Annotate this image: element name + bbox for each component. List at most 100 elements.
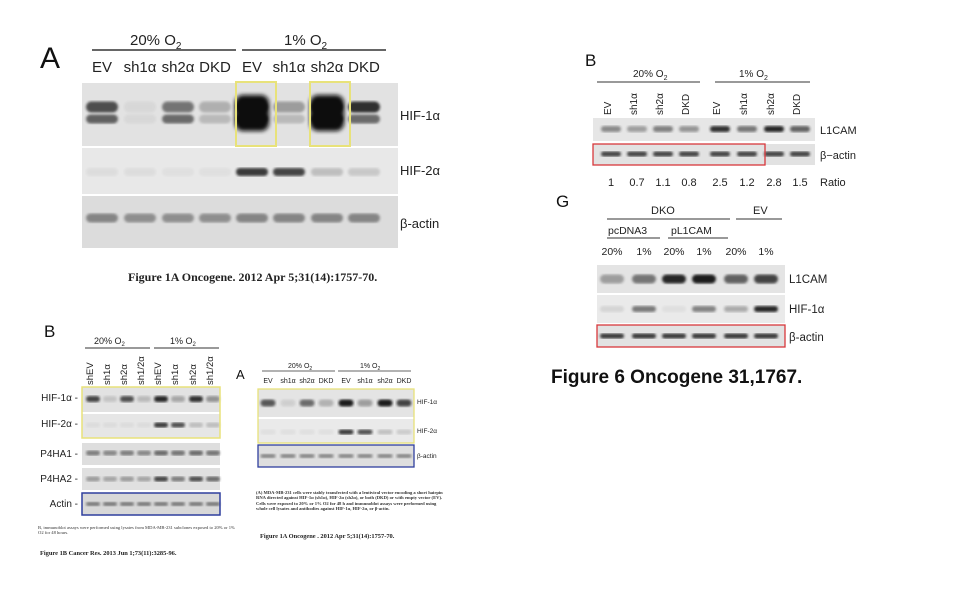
fig6g-band	[754, 306, 778, 312]
fig6b-band	[679, 126, 699, 132]
fig6b-band	[710, 126, 730, 132]
fig1b-row-label: HIF-2α -	[41, 419, 78, 430]
fig6g-band	[724, 306, 748, 312]
fig1b-band	[103, 396, 117, 402]
fig6b-band	[601, 126, 621, 132]
fig1a-small-highlight-hif	[257, 388, 415, 444]
fig6g-band	[662, 306, 686, 312]
fig6b-panel: B 20% O2 1% O2 EV sh1α sh2α DKD EV sh1α sh2α DK…	[575, 45, 875, 195]
fig1a-small-blot-actin	[258, 445, 414, 467]
fig1b-band	[189, 502, 203, 506]
fig1a-band	[348, 213, 380, 223]
fig6b-lane-label: EV	[712, 101, 723, 115]
fig1a-band-saturated	[235, 95, 269, 131]
fig1a-band	[273, 114, 305, 124]
fig6b-blot-actin	[593, 144, 815, 165]
fig1b-band	[137, 450, 151, 456]
fig1b-band	[189, 422, 203, 428]
fig6b-band	[737, 126, 757, 132]
fig1a-row-hif1: HIF-1α	[400, 108, 441, 123]
fig1a-band	[311, 213, 343, 223]
fig6b-lane-label: sh2α	[655, 93, 666, 115]
fig1a-band	[273, 168, 305, 176]
fig1b-blot-p4ha1	[82, 443, 220, 465]
fig6b-lane-label: sh2α	[766, 93, 777, 115]
fig1b-band	[137, 396, 151, 402]
fig6g-row-l1cam: L1CAM	[789, 274, 827, 286]
fig6b-band	[627, 126, 647, 132]
fig1a-small-group-20: 20% O2	[288, 363, 312, 372]
fig1b-band	[171, 422, 185, 428]
fig1b-note: B, immunoblot assays were performed usin…	[38, 525, 235, 536]
fig1b-band	[137, 476, 151, 482]
fig1b-lane-label: sh1/2α	[136, 356, 147, 385]
fig1b-band	[171, 502, 185, 506]
fig6b-band	[764, 151, 784, 157]
fig6g-band	[632, 306, 656, 312]
fig1b-band	[103, 422, 117, 428]
fig1a-small-band	[357, 399, 373, 407]
fig6g-band	[632, 333, 656, 339]
fig6g-band	[662, 333, 686, 339]
fig6g-band	[754, 333, 778, 339]
fig6g-group-ev: EV	[753, 205, 768, 217]
fig1b-band	[120, 422, 134, 428]
fig1a-band	[273, 101, 305, 113]
fig1a-group-1: 1% O2	[284, 32, 328, 52]
fig1a-small-highlight-actin	[257, 444, 415, 468]
fig1a-lane-label: EV	[92, 59, 112, 76]
fig6g-highlight-actin	[596, 324, 786, 348]
fig1a-band	[199, 114, 231, 124]
fig1a-band	[348, 114, 380, 124]
fig1a-small-band	[377, 429, 393, 435]
fig1b-band	[171, 450, 185, 456]
fig1a-group-20: 20% O2	[130, 32, 182, 52]
fig1a-band	[348, 101, 380, 113]
fig1b-panel: B 20% O2 1% O2 shEV sh1α sh2α sh1/2α shEV sh1…	[30, 315, 240, 565]
fig1b-lane-label: shEV	[85, 362, 96, 385]
fig1a-band	[348, 168, 380, 176]
fig6b-ratio-value: 0.7	[629, 177, 644, 189]
fig6b-ratio-value: 1.5	[792, 177, 807, 189]
fig1a-lane-label: EV	[242, 59, 262, 76]
fig1b-band	[86, 422, 100, 428]
fig1a-small-band	[299, 429, 315, 435]
fig6b-ratio-value: 1.2	[739, 177, 754, 189]
fig1a-band	[236, 213, 268, 223]
fig1a-small-lane-label: sh2α	[377, 378, 392, 385]
fig6b-lane-label: EV	[603, 101, 614, 115]
fig1a-panel: A 20% O2 1% O2 EV sh1α sh2α DKD EV sh1α sh2α DK…	[30, 20, 470, 252]
fig1b-band	[189, 450, 203, 456]
fig1a-band	[273, 213, 305, 223]
fig1a-small-band	[280, 429, 296, 435]
fig1a-lane-label: sh2α	[311, 59, 344, 76]
fig6b-highlight-actin	[592, 143, 766, 166]
fig1a-small-lane-label: sh1α	[357, 378, 372, 385]
fig1b-band	[86, 502, 100, 506]
fig6b-ratio-value: 1	[608, 177, 614, 189]
fig1b-band	[86, 396, 100, 402]
fig6g-band	[632, 274, 656, 284]
fig1a-small-band	[318, 454, 334, 458]
fig6b-band	[627, 151, 647, 157]
fig1a-row-hif2: HIF-2α	[400, 163, 441, 178]
fig1a-small-band	[280, 399, 296, 407]
fig6b-row-l1cam: L1CAM	[820, 125, 857, 137]
fig1a-small-band	[260, 429, 276, 435]
fig6g-panel: G DKO EV pcDNA3 pL1CAM 20% 1% 20% 1% 20% 1% L…	[550, 185, 870, 350]
fig1a-small-band	[299, 454, 315, 458]
fig1a-small-band	[377, 399, 393, 407]
fig1a-small-band	[396, 399, 412, 407]
fig1b-band	[171, 396, 185, 402]
fig1b-row-label: P4HA1 -	[40, 449, 78, 460]
fig1b-band	[103, 502, 117, 506]
fig1a-band	[162, 114, 194, 124]
fig1b-band	[206, 502, 220, 506]
fig1a-small-lane-label: sh2α	[299, 378, 314, 385]
fig6g-band	[600, 333, 624, 339]
fig6g-band	[754, 274, 778, 284]
fig1b-band	[206, 450, 220, 456]
fig6b-band	[679, 151, 699, 157]
fig1a-small-lane-label: EV	[341, 378, 351, 385]
fig1b-row-label: HIF-1α -	[41, 393, 78, 404]
